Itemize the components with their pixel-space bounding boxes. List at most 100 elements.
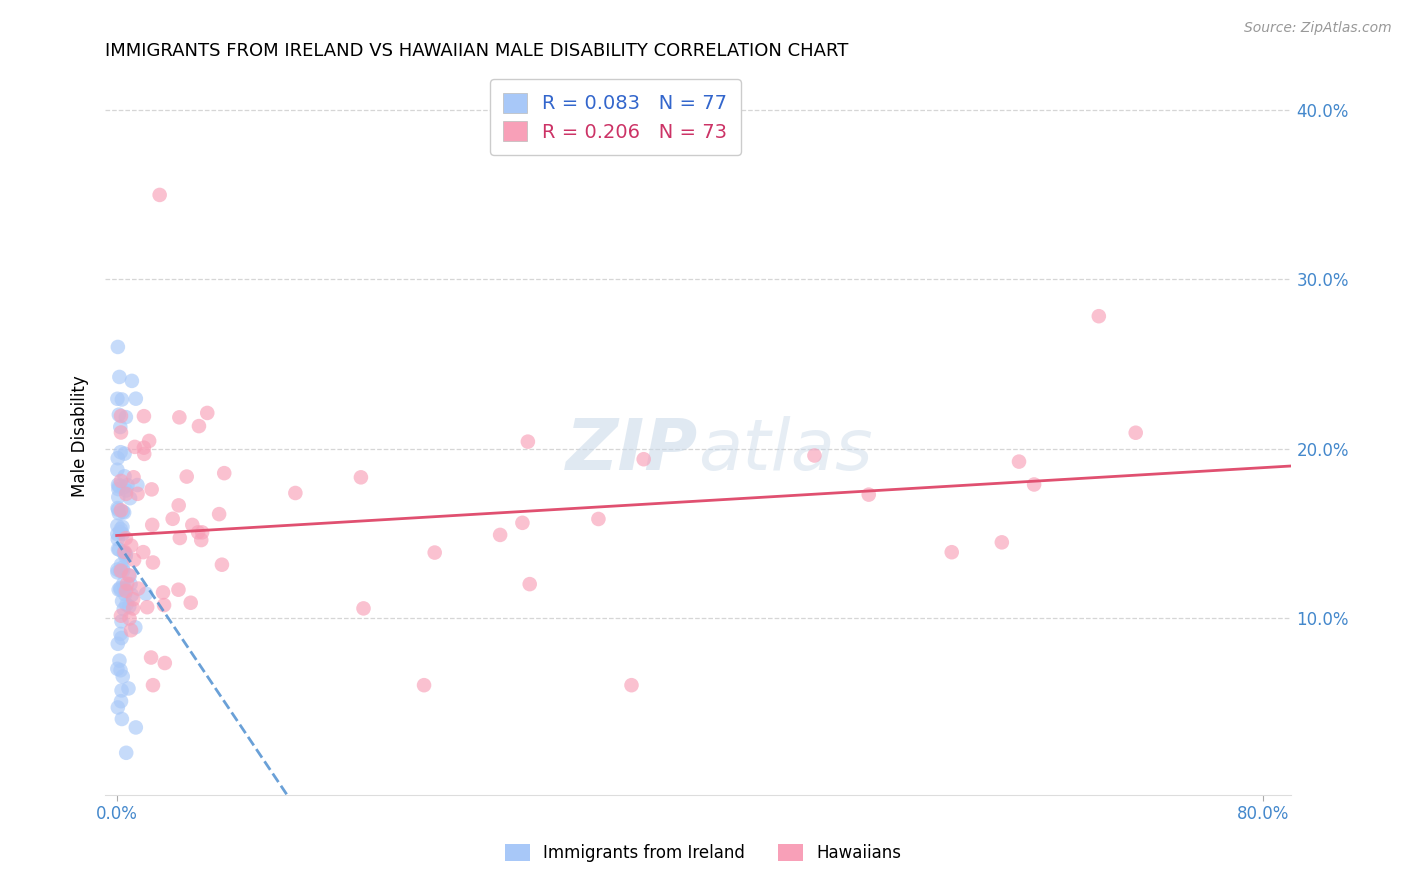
Point xyxy=(167,582,190,597)
Point xyxy=(167,499,190,513)
Point xyxy=(134,447,156,461)
Point xyxy=(124,440,146,454)
Point xyxy=(124,620,146,634)
Point xyxy=(112,546,135,560)
Point xyxy=(1024,477,1046,491)
Point xyxy=(110,503,132,517)
Legend: Immigrants from Ireland, Hawaiians: Immigrants from Ireland, Hawaiians xyxy=(496,836,910,871)
Point xyxy=(115,576,138,591)
Point xyxy=(107,700,129,714)
Point xyxy=(132,409,155,424)
Point xyxy=(991,535,1014,549)
Point xyxy=(142,678,165,692)
Point xyxy=(141,517,163,532)
Point xyxy=(153,656,176,670)
Point xyxy=(112,576,135,591)
Point xyxy=(211,558,233,572)
Point xyxy=(120,539,142,553)
Point xyxy=(423,545,446,559)
Point xyxy=(122,553,145,567)
Point xyxy=(169,410,191,425)
Point xyxy=(111,505,134,519)
Point xyxy=(115,531,138,545)
Point xyxy=(120,577,142,591)
Point xyxy=(110,420,132,434)
Point xyxy=(122,470,145,484)
Point xyxy=(114,549,136,564)
Point xyxy=(108,507,131,521)
Point xyxy=(108,542,131,557)
Point xyxy=(132,545,155,559)
Point xyxy=(105,662,128,676)
Point xyxy=(110,694,132,708)
Point xyxy=(105,563,128,577)
Point xyxy=(212,466,235,480)
Point xyxy=(105,518,128,533)
Point xyxy=(110,631,132,645)
Point xyxy=(114,469,136,483)
Point xyxy=(1088,309,1111,323)
Point xyxy=(512,516,534,530)
Point xyxy=(112,602,135,616)
Point xyxy=(858,488,880,502)
Point xyxy=(112,546,135,560)
Point xyxy=(190,533,212,547)
Point xyxy=(105,527,128,541)
Point xyxy=(803,449,825,463)
Point xyxy=(118,599,141,614)
Point xyxy=(107,451,129,466)
Point xyxy=(115,483,138,498)
Legend: R = 0.083   N = 77, R = 0.206   N = 73: R = 0.083 N = 77, R = 0.206 N = 73 xyxy=(489,79,741,155)
Point xyxy=(110,558,132,572)
Point xyxy=(110,409,132,423)
Point xyxy=(107,582,129,597)
Point xyxy=(111,560,134,574)
Point xyxy=(110,474,132,488)
Point xyxy=(114,587,136,601)
Text: IMMIGRANTS FROM IRELAND VS HAWAIIAN MALE DISABILITY CORRELATION CHART: IMMIGRANTS FROM IRELAND VS HAWAIIAN MALE… xyxy=(105,42,849,60)
Point xyxy=(142,556,165,570)
Point xyxy=(111,392,134,407)
Point xyxy=(105,463,128,477)
Point xyxy=(141,483,163,497)
Point xyxy=(208,507,231,521)
Point xyxy=(112,506,135,520)
Point xyxy=(149,188,172,202)
Point xyxy=(110,564,132,578)
Point xyxy=(110,522,132,536)
Point xyxy=(152,585,174,599)
Point xyxy=(111,594,134,608)
Point xyxy=(112,564,135,578)
Point xyxy=(107,637,129,651)
Point xyxy=(188,419,211,434)
Point xyxy=(110,582,132,597)
Point xyxy=(112,480,135,494)
Point xyxy=(110,581,132,595)
Point xyxy=(111,527,134,541)
Point xyxy=(110,615,132,629)
Point xyxy=(107,501,129,516)
Point xyxy=(633,452,655,467)
Point xyxy=(107,340,129,354)
Point xyxy=(125,721,148,735)
Point xyxy=(132,441,155,455)
Y-axis label: Male Disability: Male Disability xyxy=(72,375,89,497)
Point xyxy=(115,410,138,425)
Point xyxy=(115,487,138,501)
Point xyxy=(191,525,214,540)
Point xyxy=(107,490,129,504)
Point xyxy=(588,512,610,526)
Point xyxy=(115,598,138,612)
Point xyxy=(941,545,963,559)
Point xyxy=(181,517,204,532)
Point xyxy=(135,587,157,601)
Point xyxy=(127,478,149,492)
Text: atlas: atlas xyxy=(699,416,873,484)
Point xyxy=(620,678,643,692)
Point xyxy=(120,491,142,505)
Point xyxy=(127,487,149,501)
Point xyxy=(112,582,135,596)
Point xyxy=(110,425,132,440)
Point xyxy=(115,584,138,599)
Point xyxy=(108,479,131,493)
